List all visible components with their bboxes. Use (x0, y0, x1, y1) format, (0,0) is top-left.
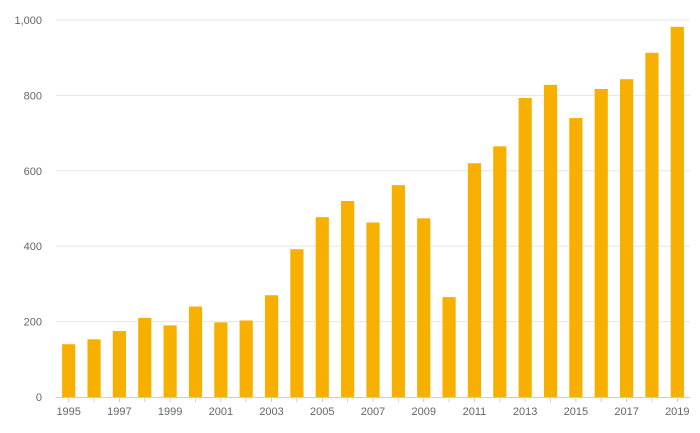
bar-2010 (442, 297, 456, 397)
x-tick-label: 2005 (310, 406, 334, 418)
bar-2003 (264, 295, 279, 397)
x-tick-label: 2003 (259, 406, 283, 418)
x-tick-label: 1999 (158, 406, 182, 418)
bar-2015 (569, 118, 583, 398)
bar-2005 (315, 217, 329, 397)
bar-1998 (138, 317, 152, 397)
x-tick-label: 2017 (614, 406, 638, 418)
y-axis-labels: 0 200 400 600 800 1,000 (14, 15, 42, 404)
bar-1999 (163, 325, 177, 397)
x-tick-label: 2013 (513, 406, 537, 418)
bar-2006 (341, 200, 355, 397)
bar-2018 (645, 52, 659, 397)
bars (62, 26, 684, 398)
x-tick-label: 2019 (665, 406, 689, 418)
y-tick-label: 600 (24, 166, 42, 178)
y-tick-label: 800 (24, 90, 42, 102)
bar-2014 (543, 84, 558, 398)
bar-2009 (417, 218, 431, 397)
bar-1996 (87, 339, 101, 397)
bar-2004 (290, 249, 304, 397)
x-tick-label: 2015 (564, 406, 588, 418)
x-tick-label: 2007 (361, 406, 385, 418)
y-tick-label: 200 (24, 317, 42, 329)
y-tick-label: 1,000 (14, 15, 42, 27)
x-tick-label: 2009 (411, 406, 435, 418)
x-axis-labels: 1995 1997 1999 2001 2003 2005 2007 2009 2011 2013… (56, 406, 689, 418)
bar-2012 (493, 146, 507, 397)
bar-2002 (239, 320, 253, 397)
bar-2016 (594, 88, 608, 397)
y-tick-label: 400 (24, 241, 42, 253)
x-tick-label: 1995 (56, 406, 80, 418)
bar-2000 (188, 306, 203, 397)
x-tick-label: 2001 (209, 406, 233, 418)
x-tick-label: 1997 (107, 406, 131, 418)
y-tick-label: 0 (36, 392, 42, 404)
bar-1997 (112, 331, 126, 397)
bar-2011 (467, 163, 482, 397)
x-tick-label: 2011 (463, 406, 487, 418)
bar-2017 (620, 79, 634, 398)
bar-2008 (391, 185, 405, 397)
bar-1995 (62, 344, 76, 397)
bar-2001 (214, 322, 228, 397)
grid-lines (56, 19, 690, 323)
bar-2007 (366, 222, 380, 397)
bar-2013 (518, 98, 532, 397)
bar-2019 (670, 26, 684, 397)
x-axis (56, 397, 690, 402)
